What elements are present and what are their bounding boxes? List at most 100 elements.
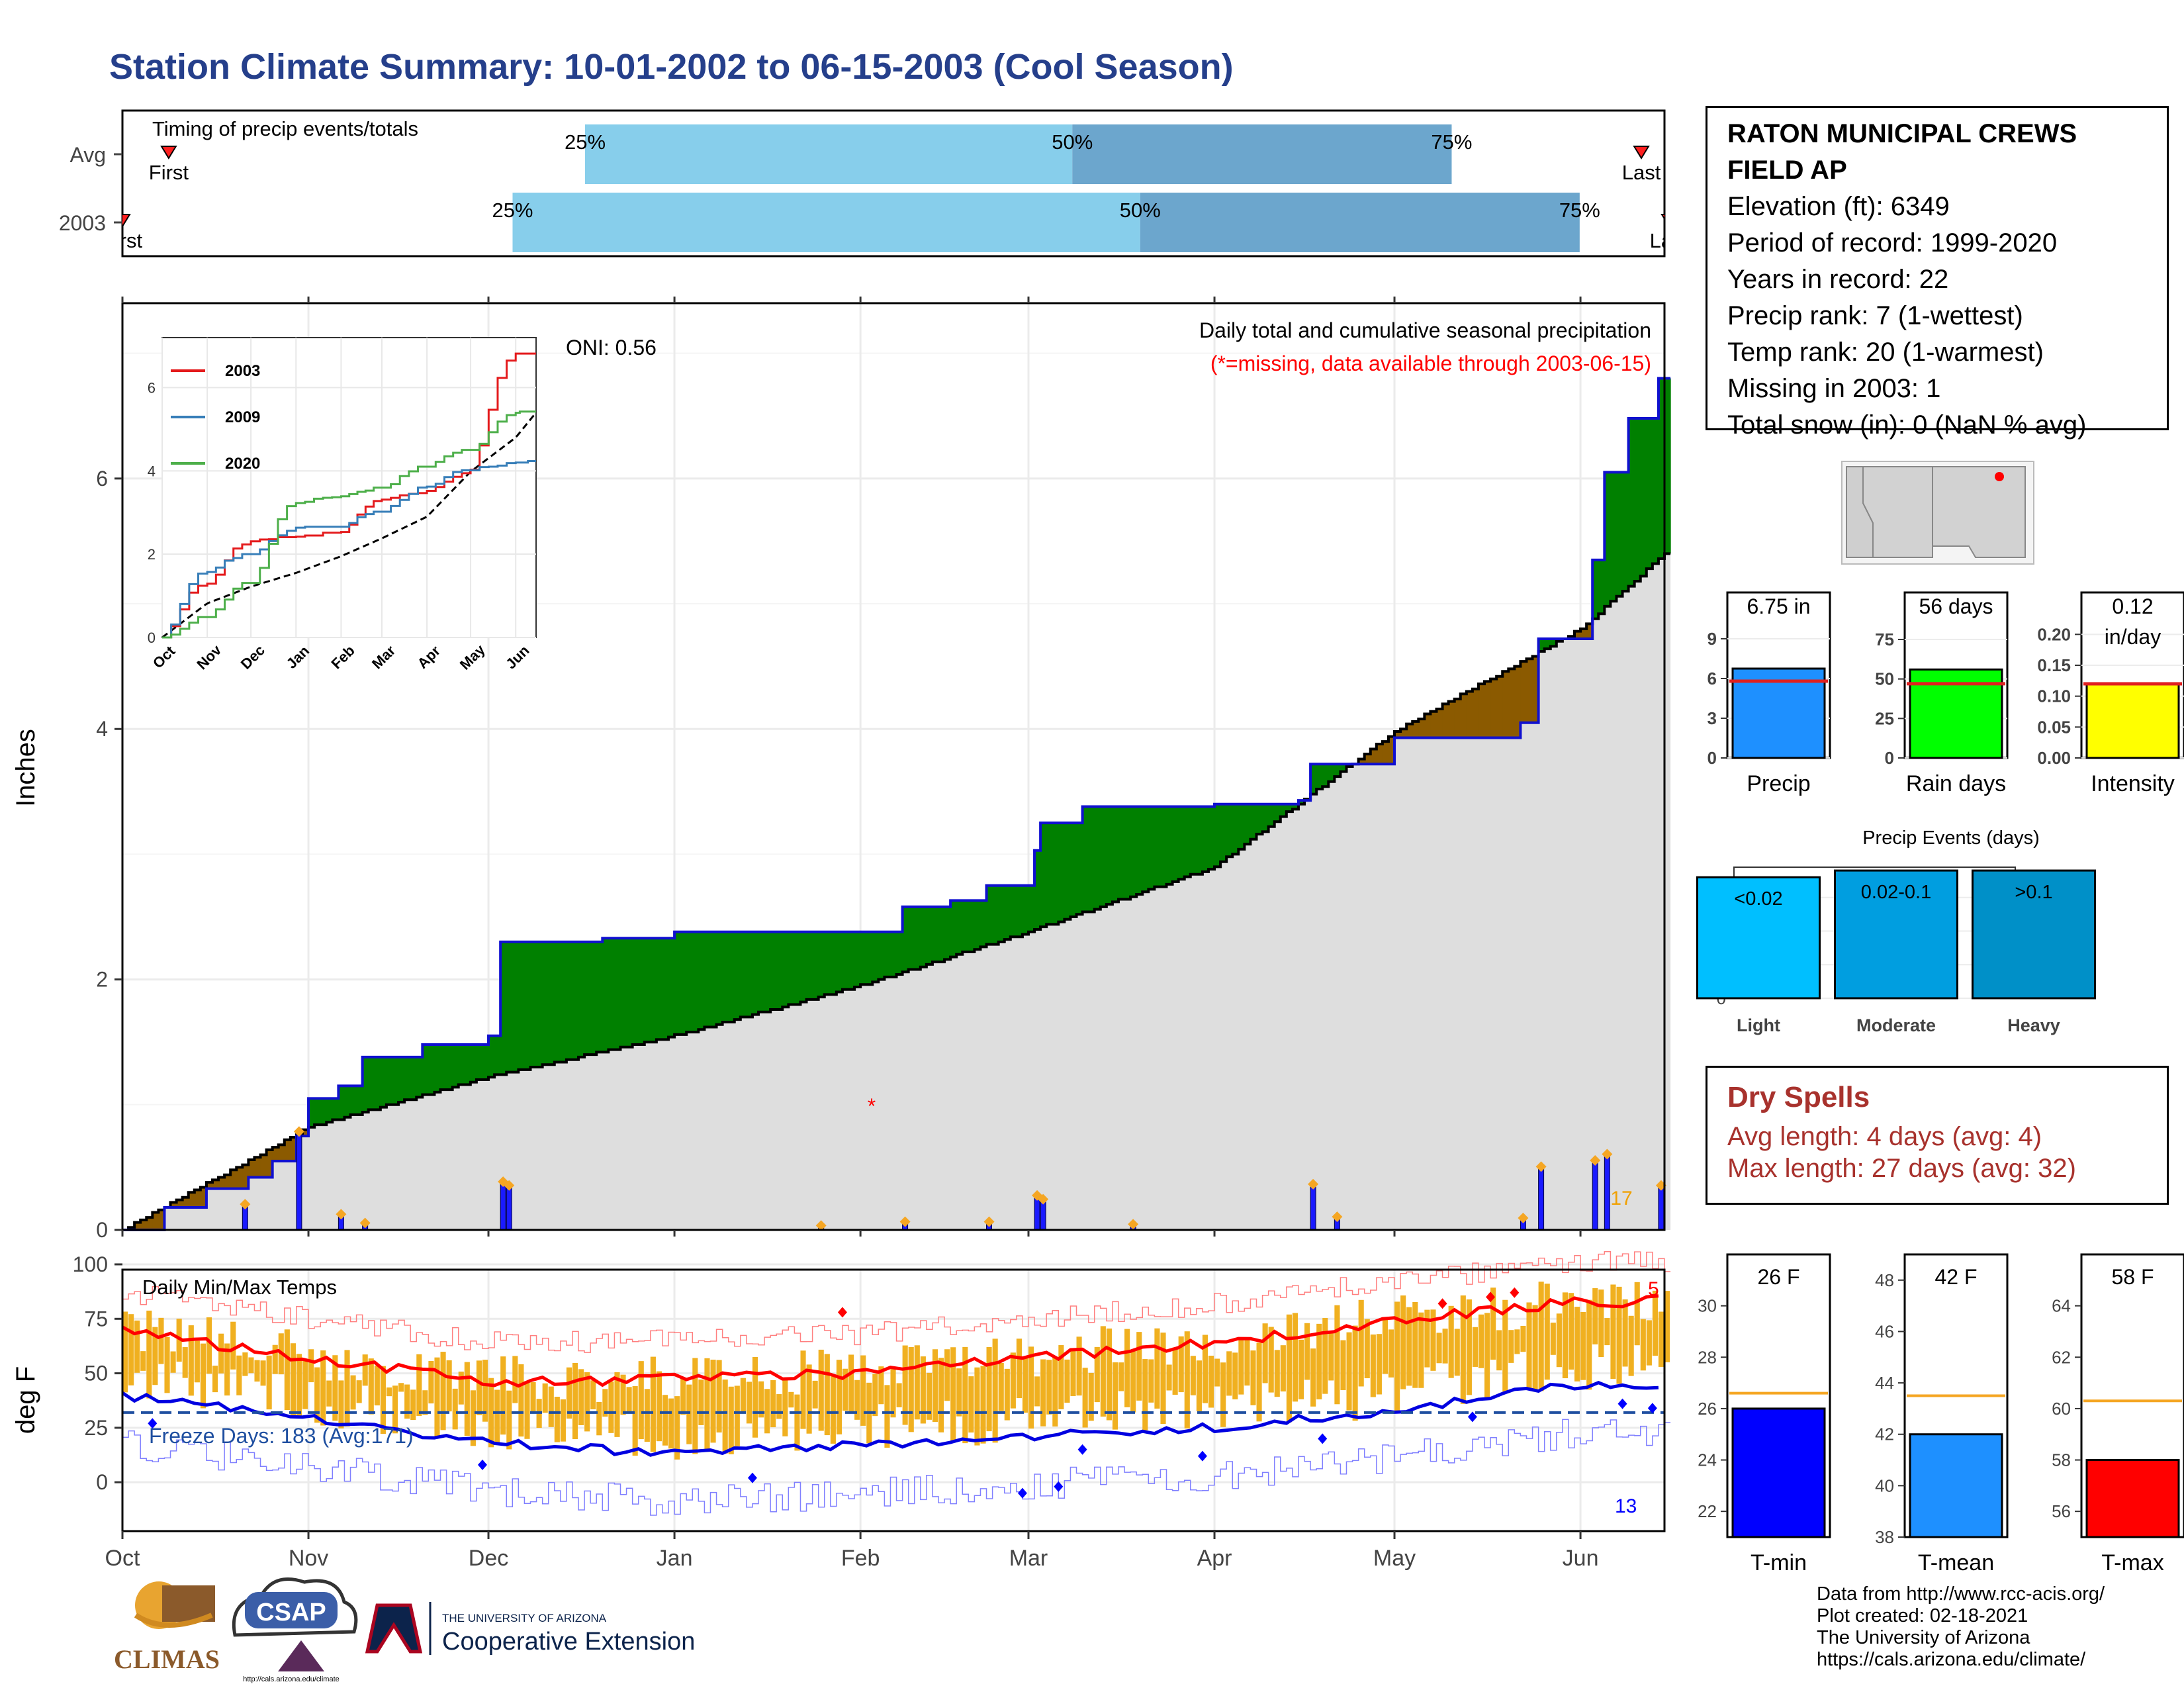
daily-temp-bar — [356, 1380, 362, 1403]
above-avg-fill — [332, 1098, 339, 1120]
daily-temp-bar — [488, 1378, 494, 1448]
ua-logo: THE UNIVERSITY OF ARIZONA Cooperative Ex… — [365, 1602, 695, 1656]
above-avg-fill — [1322, 764, 1329, 787]
daily-temp-bar — [1376, 1334, 1382, 1395]
above-avg-fill — [770, 931, 777, 1010]
below-avg-fill — [1442, 704, 1449, 738]
summary-y-tick-label: 9 — [1707, 629, 1717, 649]
daily-temp-bar — [638, 1361, 644, 1440]
timing-last-label: Last — [1650, 229, 1689, 252]
daily-temp-bar — [1184, 1331, 1190, 1429]
above-avg-fill — [1100, 806, 1107, 907]
daily-temp-bar — [1574, 1307, 1580, 1382]
above-avg-fill — [968, 900, 975, 952]
summary-y-tick-label: 3 — [1707, 708, 1717, 728]
daily-temp-bar — [506, 1390, 512, 1450]
above-avg-fill — [1544, 639, 1551, 649]
summary-y-tick-label: 0 — [1885, 748, 1894, 768]
daily-temp-bar — [224, 1343, 230, 1396]
daily-temp-bar — [1664, 1291, 1670, 1362]
timing-last-label: Last — [1622, 161, 1661, 184]
above-avg-fill — [626, 938, 633, 1047]
above-avg-fill — [1010, 885, 1017, 937]
daily-temp-bar — [152, 1327, 158, 1385]
daily-temp-bar — [980, 1366, 986, 1444]
above-avg-fill — [716, 931, 723, 1025]
daily-temp-bar — [932, 1349, 938, 1423]
inset-y-tick-label: 6 — [148, 380, 156, 397]
temp-x-tick-label: Mar — [1009, 1546, 1048, 1571]
daily-temp-bar — [668, 1398, 674, 1449]
above-avg-fill — [1088, 806, 1095, 912]
summary-y-tick-label: 0.20 — [2037, 624, 2071, 644]
above-avg-fill — [488, 1035, 495, 1078]
precip-y-tick-label: 2 — [96, 968, 108, 992]
daily-temp-bar — [836, 1360, 842, 1434]
daily-temp-bar — [1154, 1328, 1160, 1409]
above-avg-fill — [476, 1045, 483, 1080]
above-avg-fill — [854, 931, 861, 987]
above-avg-fill — [464, 1045, 471, 1085]
missing-note: (*=missing, data available through 2003-… — [1210, 352, 1651, 375]
daily-temp-bar — [1142, 1359, 1148, 1430]
avg-cumulative-line — [122, 552, 1671, 1231]
daily-temp-bar — [200, 1343, 206, 1409]
daily-temp-bar — [146, 1310, 152, 1399]
daily-temp-bar — [530, 1382, 536, 1413]
daily-precip-bar — [1310, 1184, 1316, 1231]
temp-summary-y-tick-label: 22 — [1698, 1501, 1717, 1521]
daily-temp-bar — [1196, 1360, 1202, 1411]
daily-temp-bar — [1004, 1368, 1010, 1421]
above-avg-fill — [788, 931, 796, 1005]
above-avg-fill — [674, 931, 681, 1035]
daily-temp-bar — [1622, 1299, 1628, 1367]
above-avg-fill — [1148, 806, 1155, 890]
daily-temp-bar — [698, 1379, 704, 1425]
footer-line-3: The University of Arizona — [1817, 1627, 2030, 1648]
above-avg-fill — [602, 938, 609, 1053]
above-avg-fill — [1334, 764, 1342, 777]
event-bar-label: <0.02 — [1734, 888, 1782, 910]
below-avg-fill — [158, 1209, 165, 1230]
above-avg-fill — [374, 1056, 381, 1110]
daily-temp-bar — [1538, 1282, 1544, 1391]
temp-x-tick-label: Apr — [1197, 1546, 1232, 1571]
daily-temp-bar — [926, 1372, 932, 1420]
above-avg-fill — [1058, 823, 1065, 922]
above-avg-fill — [1172, 806, 1179, 882]
inset-series-line — [162, 459, 536, 639]
above-avg-fill — [1160, 806, 1167, 887]
below-avg-fill — [1394, 731, 1401, 738]
daily-temp-bar — [1490, 1288, 1496, 1360]
below-avg-fill — [254, 1157, 261, 1178]
event-diamond-marker — [336, 1209, 347, 1220]
above-avg-fill — [1538, 639, 1545, 651]
above-avg-fill — [386, 1056, 393, 1105]
event-bar — [1696, 876, 1821, 1000]
above-avg-fill — [764, 931, 771, 1012]
above-avg-fill — [1592, 559, 1599, 619]
above-avg-fill — [1004, 885, 1011, 940]
above-avg-fill — [1622, 472, 1629, 592]
below-avg-fill — [272, 1147, 279, 1161]
below-avg-fill — [176, 1199, 183, 1207]
above-avg-fill — [584, 941, 591, 1055]
daily-precip-bar — [1604, 1154, 1610, 1231]
csap-text: CSAP — [256, 1599, 326, 1626]
above-avg-fill — [368, 1056, 375, 1110]
above-avg-fill — [1094, 806, 1101, 910]
record-low-count: 13 — [1615, 1495, 1637, 1517]
temp-summary-value-label: 58 F — [2111, 1265, 2154, 1289]
summary-y-tick-label: 0 — [1707, 748, 1717, 768]
below-avg-fill — [1526, 659, 1533, 723]
above-avg-fill — [578, 941, 585, 1057]
above-avg-fill — [1202, 806, 1209, 872]
timing-panel: Timing of precip events/totals Avg 25% 50%… — [59, 109, 1689, 258]
temp-summary-y-tick-label: 62 — [2052, 1347, 2071, 1367]
daily-temp-bar — [734, 1385, 740, 1446]
below-avg-fill — [1388, 736, 1395, 765]
temp-x-tick-label: Jan — [657, 1546, 693, 1571]
above-avg-fill — [1076, 823, 1083, 915]
above-avg-fill — [1130, 806, 1137, 897]
